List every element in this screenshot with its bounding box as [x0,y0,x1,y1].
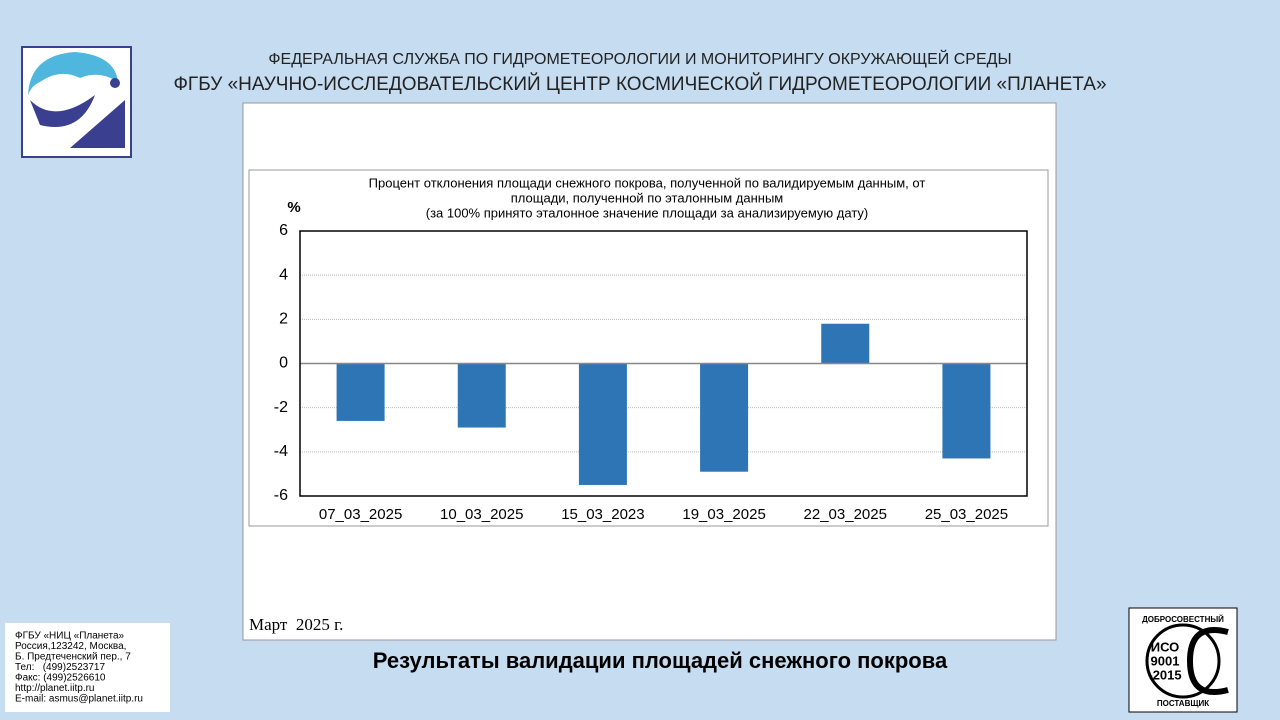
x-tick-label: 15_03_2023 [561,506,644,523]
certificate-text: ДОБРОСОВЕСТНЫЙ [1142,615,1224,624]
note: Март 2025 г. [249,615,343,634]
x-tick-label: 22_03_2025 [804,506,887,523]
x-tick-label: 07_03_2025 [319,506,402,523]
header-line: ФГБУ «НАУЧНО-ИССЛЕДОВАТЕЛЬСКИЙ ЦЕНТР КОС… [173,73,1106,95]
bar [336,363,385,421]
y-tick-label: -6 [274,487,288,504]
contact-line: Б. Предтеченский пер., 7 [15,652,131,663]
contact-line: E-mail: asmus@planet.iitp.ru [15,694,143,705]
bar [457,363,506,428]
bar [700,363,749,472]
contacts: ФГБУ «НИЦ «Планета»Россия,123242, Москва… [15,631,143,705]
contacts-box [5,623,170,712]
y-tick-label: -4 [274,443,288,460]
certificate-c [1186,626,1229,696]
certificate-text: 9001 [1151,653,1180,668]
slide-title: Результаты валидации площадей снежного п… [373,648,948,673]
y-tick-label: 4 [279,266,288,283]
plot-border [299,230,1028,497]
chart-title: (за 100% принято эталонное значение площ… [426,205,869,220]
y-tick-label: 0 [279,355,288,372]
certificate-text: ИСО [1151,639,1180,654]
x-tick-label: 19_03_2025 [682,506,765,523]
x-tick-label: 10_03_2025 [440,506,523,523]
bar [821,323,870,364]
certificate-text: -2015 [1148,667,1181,682]
chart-frame [248,169,1049,527]
logo-corner [70,100,125,148]
contact-line: ФГБУ «НИЦ «Планета» [15,631,125,642]
y-tick-label: 2 [279,311,288,328]
header-line: ФЕДЕРАЛЬНАЯ СЛУЖБА ПО ГИДРОМЕТЕОРОЛОГИИ … [268,49,1011,68]
contact-line: Россия,123242, Москва, [15,641,126,652]
contact-line: Факс: (499)2526610 [15,673,106,684]
bar [578,363,627,485]
y-tick-label: -2 [274,399,288,416]
chart-title: Процент отклонения площади снежного покр… [369,175,926,190]
logo-dot [110,78,120,88]
certificate-text: ПОСТАВЩИК [1157,699,1209,708]
chart: Процент отклонения площади снежного покр… [274,175,1028,523]
y-axis-label: % [287,199,300,216]
y-tick-label: 6 [279,222,288,239]
chart-title: площади, полученной по эталонным данным [511,190,784,205]
logo-cloud [28,52,118,95]
certificate-ring [1145,623,1221,699]
contact-line: Тел: (499)2523717 [15,662,105,673]
x-tick-label: 25_03_2025 [925,506,1008,523]
contact-line: http://planet.iitp.ru [15,683,95,694]
bar [942,363,991,459]
logo-wave [30,95,95,127]
